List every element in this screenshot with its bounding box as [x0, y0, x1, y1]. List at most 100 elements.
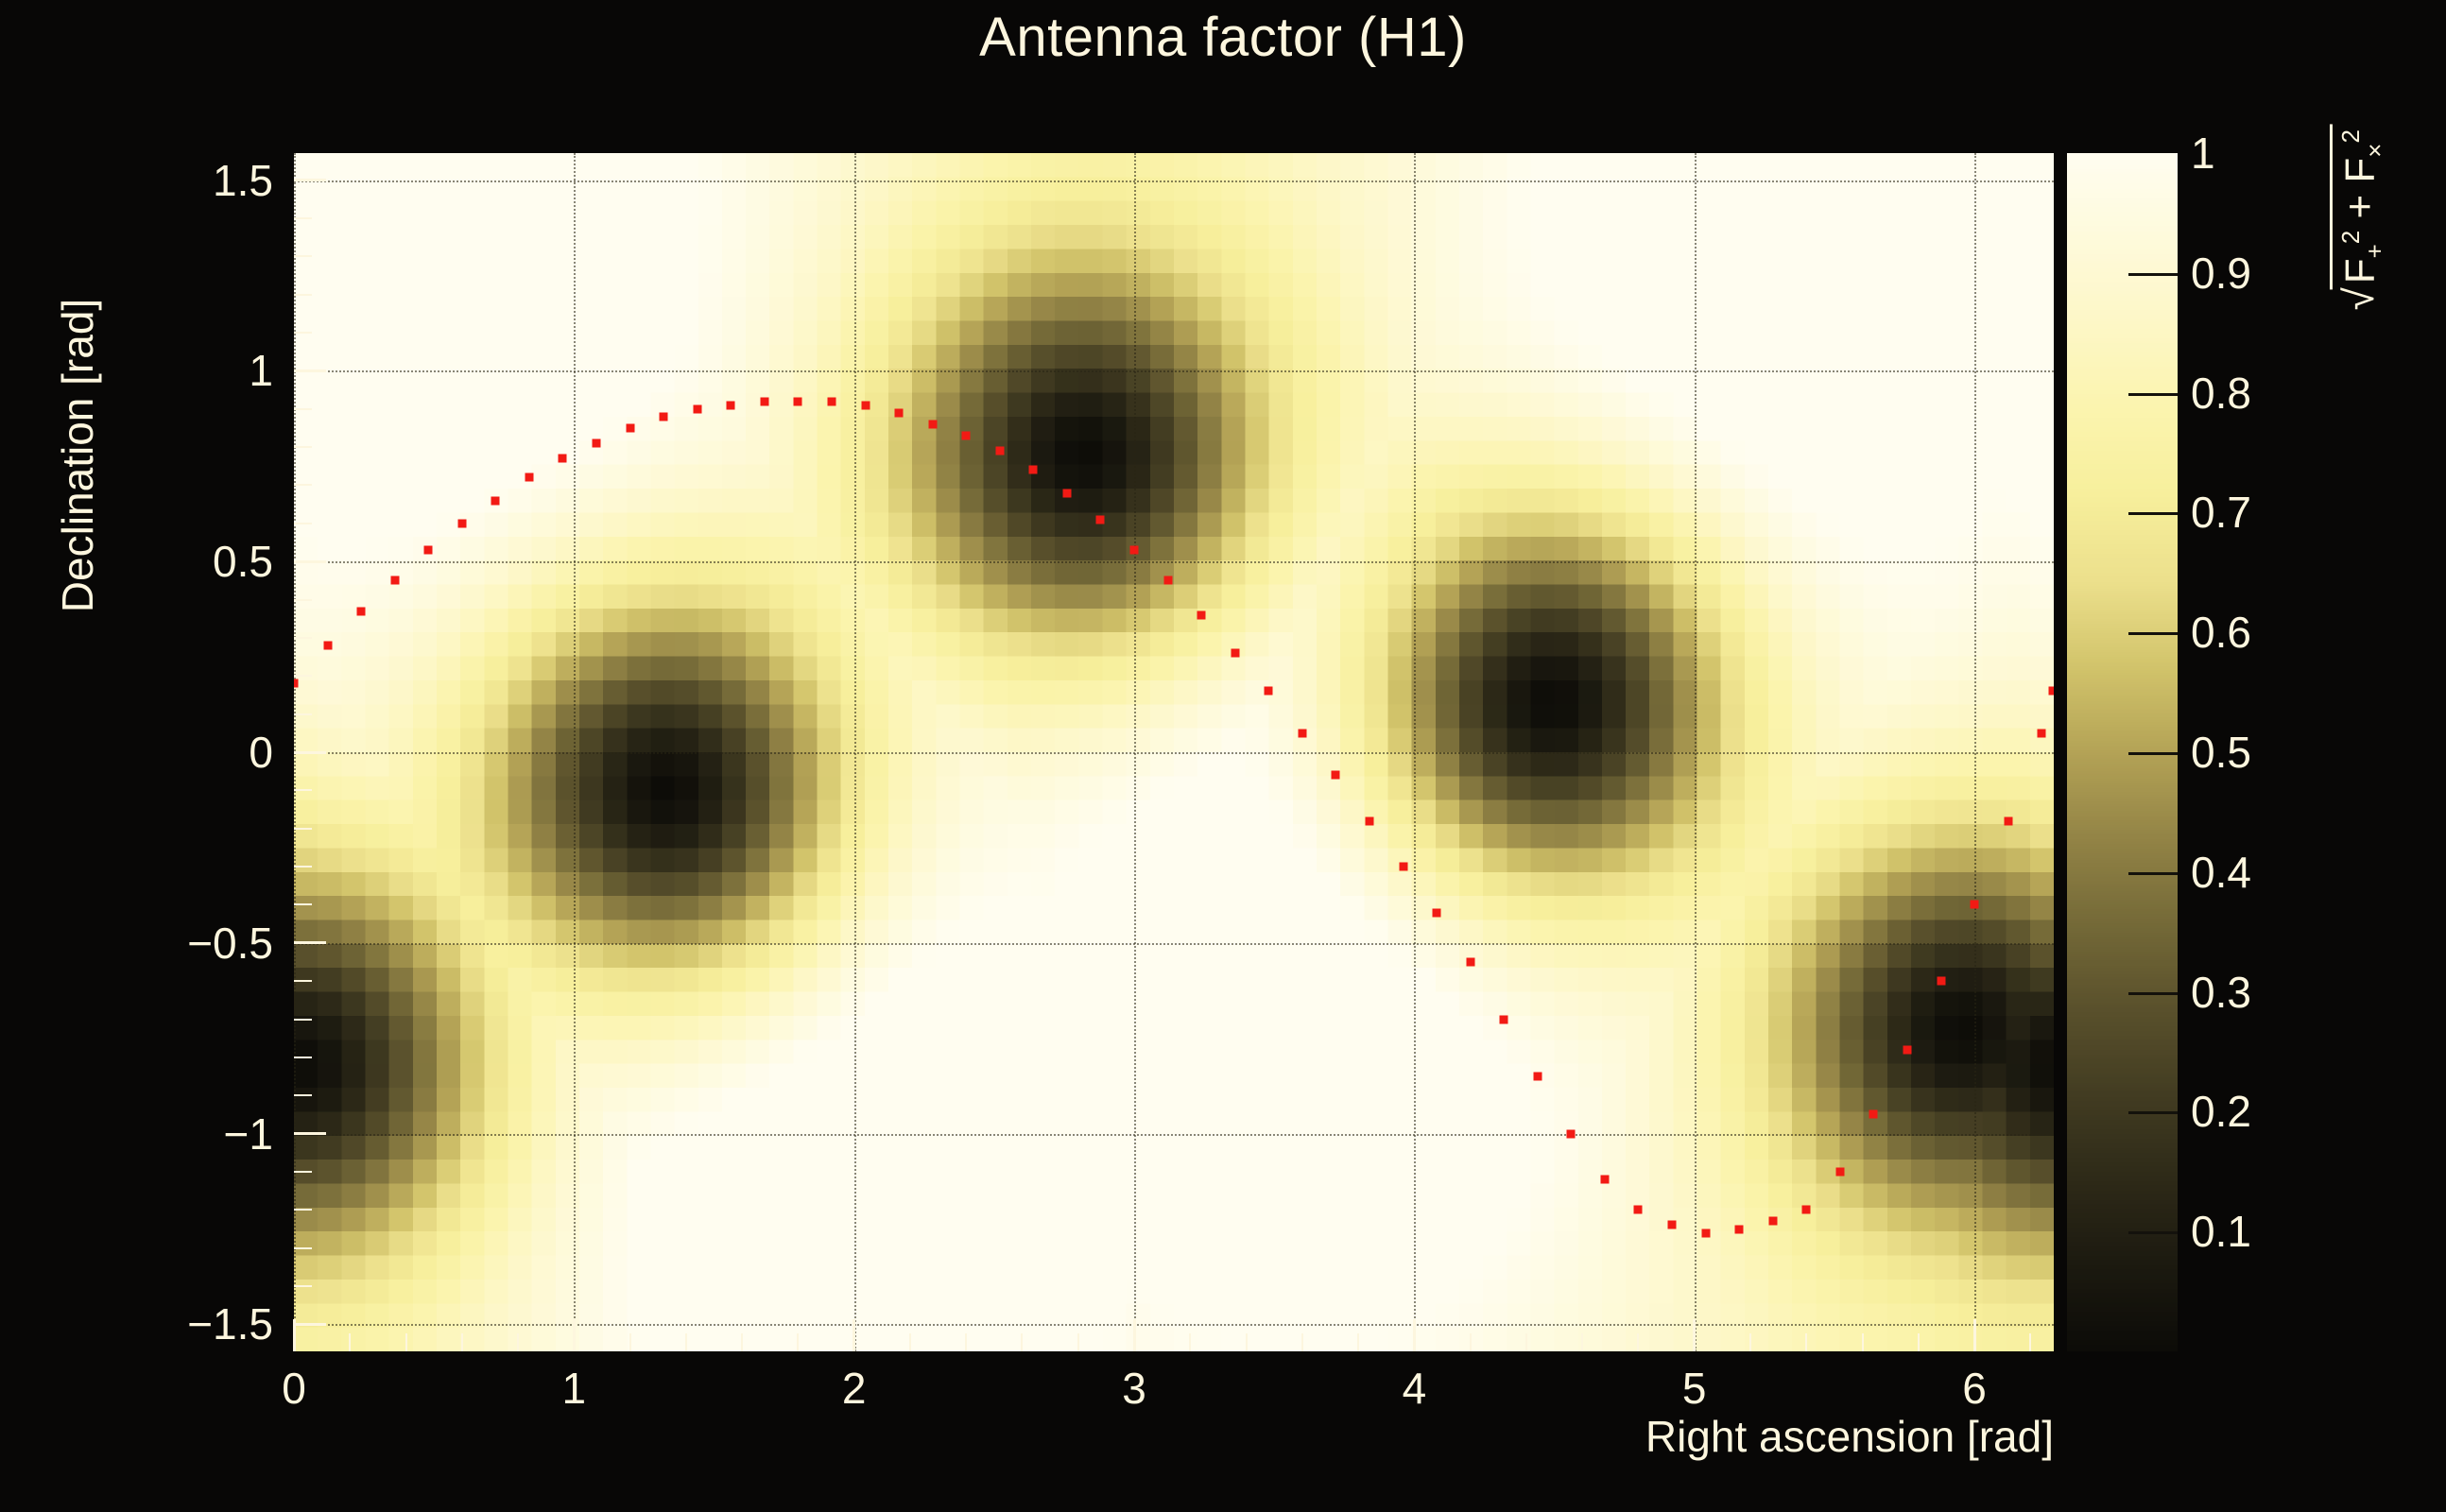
sqrt-icon: √: [2335, 287, 2383, 311]
x-tick-minor: [517, 1333, 520, 1351]
x-tick-label: 4: [1402, 1364, 1427, 1413]
y-tick-minor: [294, 1018, 312, 1021]
y-tick-label: 1: [249, 346, 273, 396]
x-tick-major: [1693, 1319, 1697, 1351]
y-tick-major: [294, 559, 326, 563]
x-tick-label: 3: [1122, 1364, 1146, 1413]
x-tick-minor: [1805, 1333, 1808, 1351]
y-tick-minor: [294, 332, 312, 335]
colorbar-tick: [2128, 871, 2178, 875]
z-axis-title-formula: √ F+2 + F×2: [2329, 124, 2390, 311]
colorbar-tick-label: 0.6: [2191, 608, 2251, 658]
x-tick-minor: [1245, 1333, 1248, 1351]
y-tick-minor: [294, 827, 312, 830]
y-tick-minor: [294, 293, 312, 296]
colorbar-tick: [2128, 752, 2178, 755]
colorbar-tick: [2128, 632, 2178, 636]
x-tick-minor: [2029, 1333, 2032, 1351]
x-tick-major: [1412, 1319, 1416, 1351]
colorbar-tick-label: 0.4: [2191, 847, 2251, 897]
x-tick-minor: [1637, 1333, 1640, 1351]
heatmap-plot-area: [294, 153, 2054, 1351]
x-tick-minor: [908, 1333, 911, 1351]
y-tick-label: −0.5: [187, 918, 273, 968]
y-axis-title-label: Declination [rad]: [53, 298, 102, 613]
x-tick-minor: [1301, 1333, 1303, 1351]
x-tick-label: 5: [1681, 1364, 1707, 1413]
x-tick-label: 0: [282, 1364, 306, 1413]
x-tick-minor: [1748, 1333, 1751, 1351]
x-tick-major: [853, 1319, 856, 1351]
y-tick-label: −1.5: [187, 1299, 273, 1349]
x-tick-label: 1: [561, 1364, 587, 1413]
y-tick-minor: [294, 1094, 312, 1097]
y-tick-minor: [294, 407, 312, 410]
y-tick-minor: [294, 255, 312, 258]
y-tick-major: [294, 369, 326, 372]
colorbar-tick-label: 0.9: [2191, 248, 2251, 298]
z-axis-title: √ F+2 + F×2: [2266, 80, 2390, 354]
colorbar-tick-label: 0.3: [2191, 967, 2251, 1017]
x-tick-minor: [1357, 1333, 1360, 1351]
colorbar-tick-label: 0.2: [2191, 1087, 2251, 1137]
y-tick-minor: [294, 866, 312, 868]
y-tick-minor: [294, 789, 312, 792]
x-tick-label: 2: [841, 1364, 867, 1413]
x-tick-minor: [1077, 1333, 1079, 1351]
x-tick-major: [1132, 1319, 1136, 1351]
x-tick-minor: [1469, 1333, 1472, 1351]
colorbar-tick: [2128, 1231, 2178, 1235]
y-tick-label: 0: [249, 728, 273, 777]
x-tick-minor: [965, 1333, 968, 1351]
y-tick-major: [294, 941, 326, 945]
colorbar-tick-label: 0.1: [2191, 1207, 2251, 1257]
x-tick-minor: [460, 1333, 463, 1351]
colorbar-tick-label: 0.5: [2191, 728, 2251, 777]
y-tick-minor: [294, 1056, 312, 1058]
x-tick-major: [292, 1319, 296, 1351]
x-tick-minor: [1189, 1333, 1192, 1351]
heatmap-canvas: [294, 153, 2054, 1351]
y-tick-minor: [294, 216, 312, 219]
x-axis-title: Right ascension [rad]: [1645, 1412, 2054, 1461]
y-tick-minor: [294, 636, 312, 639]
x-tick-minor: [405, 1333, 407, 1351]
colorbar-tick: [2128, 392, 2178, 396]
colorbar-tick-label: 1: [2191, 129, 2215, 178]
colorbar-tick-label: 0.8: [2191, 368, 2251, 418]
x-tick-minor: [349, 1333, 352, 1351]
y-tick-minor: [294, 980, 312, 983]
y-tick-minor: [294, 1246, 312, 1249]
x-tick-label: 6: [1962, 1364, 1987, 1413]
colorbar-tick: [2128, 991, 2178, 995]
y-tick-label: 1.5: [213, 155, 273, 205]
x-tick-minor: [1524, 1333, 1527, 1351]
x-tick-minor: [1861, 1333, 1864, 1351]
x-tick-major: [572, 1319, 576, 1351]
colorbar-tick: [2128, 1111, 2178, 1115]
y-tick-minor: [294, 675, 312, 678]
x-tick-minor: [1021, 1333, 1024, 1351]
y-tick-minor: [294, 598, 312, 601]
y-tick-minor: [294, 522, 312, 524]
y-tick-major: [294, 750, 326, 754]
x-tick-minor: [1917, 1333, 1920, 1351]
x-tick-minor: [1581, 1333, 1584, 1351]
x-tick-minor: [741, 1333, 744, 1351]
colorbar[interactable]: [2067, 153, 2178, 1351]
y-tick-minor: [294, 903, 312, 906]
z-axis-radicand: F+2 + F×2: [2329, 124, 2390, 290]
y-tick-major: [294, 179, 326, 182]
page-title: Antenna factor (H1): [979, 7, 1467, 68]
x-tick-minor: [629, 1333, 631, 1351]
x-tick-minor: [797, 1333, 800, 1351]
y-tick-minor: [294, 1170, 312, 1173]
y-tick-minor: [294, 484, 312, 487]
y-tick-label: 0.5: [213, 537, 273, 587]
colorbar-tick: [2128, 512, 2178, 516]
antenna-factor-heatmap: [294, 153, 2054, 1351]
x-tick-minor: [684, 1333, 687, 1351]
y-tick-major: [294, 1132, 326, 1136]
y-tick-major: [294, 1322, 326, 1326]
